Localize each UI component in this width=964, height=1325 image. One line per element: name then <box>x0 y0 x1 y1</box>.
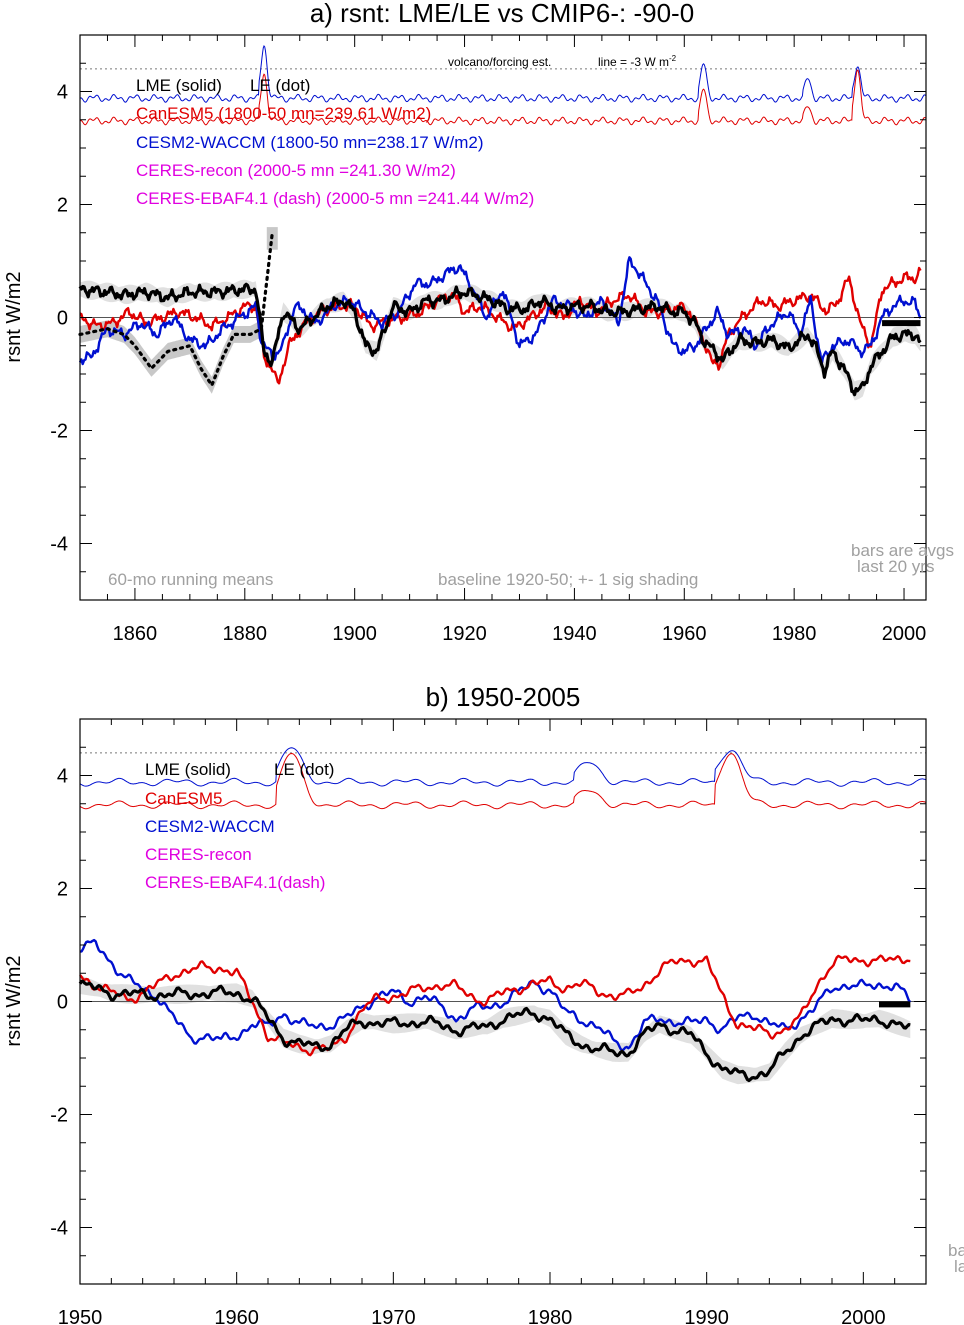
x-tick-label: 1980 <box>772 623 817 645</box>
panel-a-note-running-means: 60-mo running means <box>108 570 273 589</box>
series-line-cesm2-waccm <box>79 938 912 1052</box>
panel-a-reference-note: volcano/forcing est. <box>448 55 551 69</box>
panel-b-note-bars: ba <box>948 1241 964 1260</box>
x-tick-label: 1960 <box>662 623 707 645</box>
y-tick-label: 2 <box>57 195 68 217</box>
y-tick-label: 4 <box>57 82 68 104</box>
panel-b-legend-ceres-recon: CERES-recon <box>145 845 252 864</box>
panel-b-forcing-lines <box>79 747 927 810</box>
x-tick-label: 2000 <box>841 1307 886 1325</box>
series-line-canesm5 <box>79 266 922 385</box>
panel-b-title: b) 1950-2005 <box>426 682 581 712</box>
x-tick-label: 1980 <box>528 1307 573 1325</box>
x-tick-label: 1880 <box>223 623 268 645</box>
forcing-line-cesm2 <box>79 45 927 103</box>
x-tick-label: 1950 <box>58 1307 103 1325</box>
x-tick-label: 1960 <box>214 1307 259 1325</box>
series-line-lme-solid <box>78 979 911 1083</box>
panel-a-note-baseline: baseline 1920-50; +- 1 sig shading <box>438 570 698 589</box>
panel-a-note-bars: bars are avgs <box>851 541 954 560</box>
y-tick-label: -2 <box>50 421 68 443</box>
panel-a-legend-ceres-recon: CERES-recon (2000-5 mn =241.30 W/m2) <box>136 161 456 180</box>
series-line-canesm5 <box>79 954 911 1057</box>
forcing-line-canesm5 <box>79 752 927 810</box>
panel-a-series <box>78 231 922 397</box>
panel-a-reference-line-text: line = -3 W m-2 <box>598 54 677 69</box>
forcing-line-cesm2 <box>79 747 927 787</box>
panel-a-reference-line-sup: -2 <box>669 54 677 63</box>
x-tick-label: 1920 <box>442 623 487 645</box>
panel-b: b) 1950-2005 -4 -2 0 2 4 1950 1960 1970 1980 1990… <box>3 682 964 1325</box>
panel-a-legend-cesm2: CESM2-WACCM (1800-50 mn=238.17 W/m2) <box>136 133 484 152</box>
series-line-cesm2-waccm <box>78 256 922 366</box>
forcing-line-canesm5 <box>79 69 927 126</box>
panel-a: a) rsnt: LME/LE vs CMIP6-: -90-0 -4 -2 0 2 4… <box>3 0 954 645</box>
panel-a-ticks: -4 -2 0 2 4 1860 1880 1900 1920 1940 1960 1980 2000 <box>50 34 927 645</box>
panel-b-series <box>78 938 912 1083</box>
y-tick-label: 0 <box>57 308 68 330</box>
panel-a-note-last-years: last 20 yrs <box>857 557 934 576</box>
x-tick-label: 1900 <box>332 623 377 645</box>
panel-b-legend-canesm5: CanESM5 <box>145 789 222 808</box>
panel-a-ylabel: rsnt W/m2 <box>3 271 25 362</box>
y-tick-label: 0 <box>57 992 68 1014</box>
panel-a-forcing-lines <box>79 45 927 126</box>
panel-b-legend-ceres-ebaf: CERES-EBAF4.1(dash) <box>145 873 325 892</box>
x-tick-label: 2000 <box>882 623 927 645</box>
y-tick-label: 4 <box>57 766 68 788</box>
x-tick-label: 1860 <box>113 623 158 645</box>
y-tick-label: -4 <box>50 1218 68 1240</box>
panel-a-title: a) rsnt: LME/LE vs CMIP6-: -90-0 <box>310 0 694 28</box>
series-line-le-dot <box>78 231 274 387</box>
y-tick-label: -2 <box>50 1105 68 1127</box>
x-tick-label: 1940 <box>552 623 597 645</box>
series-line-lme-solid <box>78 282 922 397</box>
y-tick-label: 2 <box>57 879 68 901</box>
panel-b-legend-cesm2: CESM2-WACCM <box>145 817 275 836</box>
panel-b-legend-lme: LME (solid) <box>145 760 231 779</box>
panel-b-ylabel: rsnt W/m2 <box>3 955 25 1046</box>
panel-b-ticks: -4 -2 0 2 4 1950 1960 1970 1980 1990 2000 <box>50 718 927 1325</box>
panel-a-reference-line-label: line = -3 W m <box>598 55 669 69</box>
panel-a-legend-ceres-ebaf: CERES-EBAF4.1 (dash) (2000-5 mn =241.44 … <box>136 189 534 208</box>
y-tick-label: -4 <box>50 534 68 556</box>
le-shading-band <box>80 320 262 394</box>
panel-b-legend-le: LE (dot) <box>274 760 334 779</box>
x-tick-label: 1990 <box>684 1307 729 1325</box>
panel-b-note-last: la <box>954 1257 964 1276</box>
x-tick-label: 1970 <box>371 1307 416 1325</box>
panel-a-legend-lme: LME (solid) <box>136 76 222 95</box>
panel-a-legend-le: LE (dot) <box>250 76 310 95</box>
panel-a-legend-canesm5: CanESM5 (1800-50 mn=239.61 W/m2) <box>136 104 431 123</box>
